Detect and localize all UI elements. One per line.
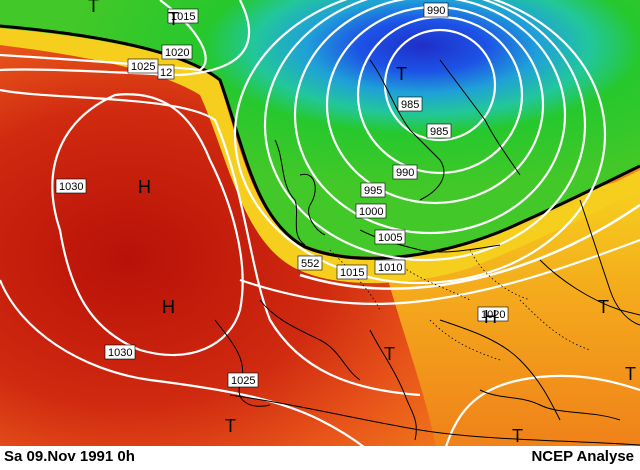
isobar-label-1015-top: 1015	[167, 8, 199, 24]
source-label: NCEP Analyse	[531, 448, 634, 465]
isobar-label-1030-sw: 1030	[104, 344, 136, 360]
isobar-label-990-top: 990	[423, 2, 449, 18]
isobar-label-1025-spain: 1025	[227, 372, 259, 388]
low-center-icon: T	[384, 344, 395, 364]
isobar-label-1025-nw: 1025	[127, 58, 159, 74]
low-center-icon: T	[598, 297, 609, 317]
svg-text:1020: 1020	[165, 47, 189, 59]
borders	[329, 249, 591, 361]
isobar-label-985-b: 985	[426, 123, 452, 139]
low-center-icon: T	[225, 416, 236, 436]
svg-text:1015: 1015	[340, 267, 364, 279]
yellow-band	[0, 20, 640, 284]
isobar-label-985-a: 985	[397, 96, 423, 112]
isobar-label-1030-west: 1030	[55, 178, 87, 194]
svg-text:1000: 1000	[359, 206, 383, 218]
svg-text:1025: 1025	[131, 61, 155, 73]
svg-text:990: 990	[396, 167, 414, 179]
svg-text:990: 990	[427, 5, 445, 17]
svg-text:995: 995	[364, 185, 382, 197]
low-pressure-field	[0, 0, 640, 257]
low-center-icon: T	[168, 9, 179, 29]
svg-text:1030: 1030	[108, 347, 132, 359]
svg-text:1010: 1010	[378, 262, 402, 274]
low-center-icon: T	[88, 0, 99, 16]
high-center-icon: H	[138, 177, 151, 197]
svg-text:985: 985	[430, 126, 448, 138]
low-center-icon: T	[625, 364, 636, 384]
low-center-icon: T	[512, 426, 523, 446]
svg-text:1020: 1020	[481, 309, 505, 321]
thickness-line-south	[299, 203, 640, 290]
isobar-label-1020: 1020	[161, 44, 193, 60]
isobar-label-1000: 1000	[355, 203, 387, 219]
date-label: Sa 09.Nov 1991 0h	[4, 448, 135, 465]
isobar-label-990: 990	[392, 164, 418, 180]
contour-label-552: 552	[297, 255, 323, 271]
map-footer: Sa 09.Nov 1991 0h NCEP Analyse	[0, 446, 640, 470]
svg-text:552: 552	[301, 258, 319, 270]
svg-text:1025: 1025	[231, 375, 255, 387]
svg-text:12: 12	[160, 67, 172, 79]
isobar-label-1005: 1005	[374, 229, 406, 245]
low-center-icon: T	[396, 64, 407, 84]
svg-text:985: 985	[401, 99, 419, 111]
contour-label-528: 12	[157, 64, 175, 80]
svg-text:1005: 1005	[378, 232, 402, 244]
thickness-line-552	[0, 24, 640, 260]
high-center-icon: H	[162, 297, 175, 317]
svg-text:1030: 1030	[59, 181, 83, 193]
high-center-icon: H	[484, 307, 497, 327]
isobar-label-1015: 1015	[336, 264, 368, 280]
isobar-label-1020-east: 1020	[477, 306, 509, 322]
isobar-label-995: 995	[360, 182, 386, 198]
isobar-label-1010: 1010	[374, 259, 406, 275]
svg-text:1015: 1015	[171, 11, 195, 23]
